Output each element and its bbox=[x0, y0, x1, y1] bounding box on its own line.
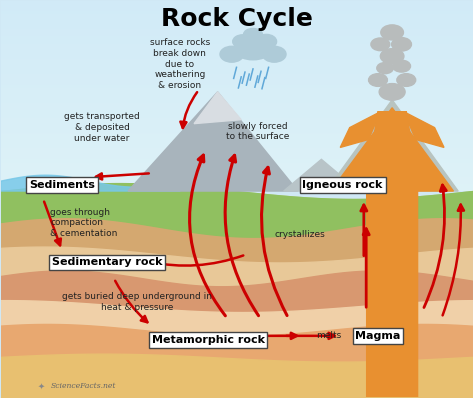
Text: gets buried deep underground in
heat & pressure: gets buried deep underground in heat & p… bbox=[62, 292, 212, 312]
Text: crystallizes: crystallizes bbox=[275, 230, 325, 239]
Text: gets transported
& deposited
under water: gets transported & deposited under water bbox=[64, 112, 140, 143]
Ellipse shape bbox=[220, 46, 244, 62]
Ellipse shape bbox=[263, 46, 286, 62]
Polygon shape bbox=[367, 112, 418, 397]
Polygon shape bbox=[128, 92, 298, 191]
Text: Magma: Magma bbox=[355, 331, 401, 341]
Ellipse shape bbox=[377, 62, 394, 74]
Ellipse shape bbox=[256, 34, 277, 49]
Ellipse shape bbox=[392, 37, 412, 51]
Text: ScienceFacts.net: ScienceFacts.net bbox=[51, 382, 116, 390]
Polygon shape bbox=[194, 92, 241, 124]
Ellipse shape bbox=[233, 35, 253, 48]
Polygon shape bbox=[0, 175, 180, 191]
Polygon shape bbox=[404, 112, 444, 147]
Text: melts: melts bbox=[316, 331, 341, 340]
Ellipse shape bbox=[381, 25, 403, 40]
Polygon shape bbox=[326, 100, 458, 191]
Polygon shape bbox=[340, 112, 380, 147]
Ellipse shape bbox=[244, 29, 263, 40]
Ellipse shape bbox=[379, 84, 405, 100]
Text: Sedimentary rock: Sedimentary rock bbox=[52, 258, 162, 267]
Text: Rock Cycle: Rock Cycle bbox=[160, 7, 313, 31]
Text: goes through
compaction
& cementation: goes through compaction & cementation bbox=[50, 207, 118, 238]
Polygon shape bbox=[284, 159, 359, 191]
Ellipse shape bbox=[397, 74, 416, 86]
Ellipse shape bbox=[380, 49, 404, 64]
Text: slowly forced
to the surface: slowly forced to the surface bbox=[226, 122, 289, 141]
Polygon shape bbox=[371, 112, 413, 397]
Ellipse shape bbox=[236, 41, 271, 60]
Text: ✦: ✦ bbox=[37, 381, 44, 390]
Ellipse shape bbox=[371, 38, 390, 51]
Text: Igneous rock: Igneous rock bbox=[302, 180, 383, 190]
Text: surface rocks
break down
due to
weathering
& erosion: surface rocks break down due to weatheri… bbox=[150, 38, 210, 90]
Polygon shape bbox=[331, 108, 454, 191]
Ellipse shape bbox=[368, 74, 387, 86]
Ellipse shape bbox=[393, 60, 411, 72]
Text: Metamorphic rock: Metamorphic rock bbox=[152, 335, 265, 345]
Text: Sediments: Sediments bbox=[29, 180, 95, 190]
